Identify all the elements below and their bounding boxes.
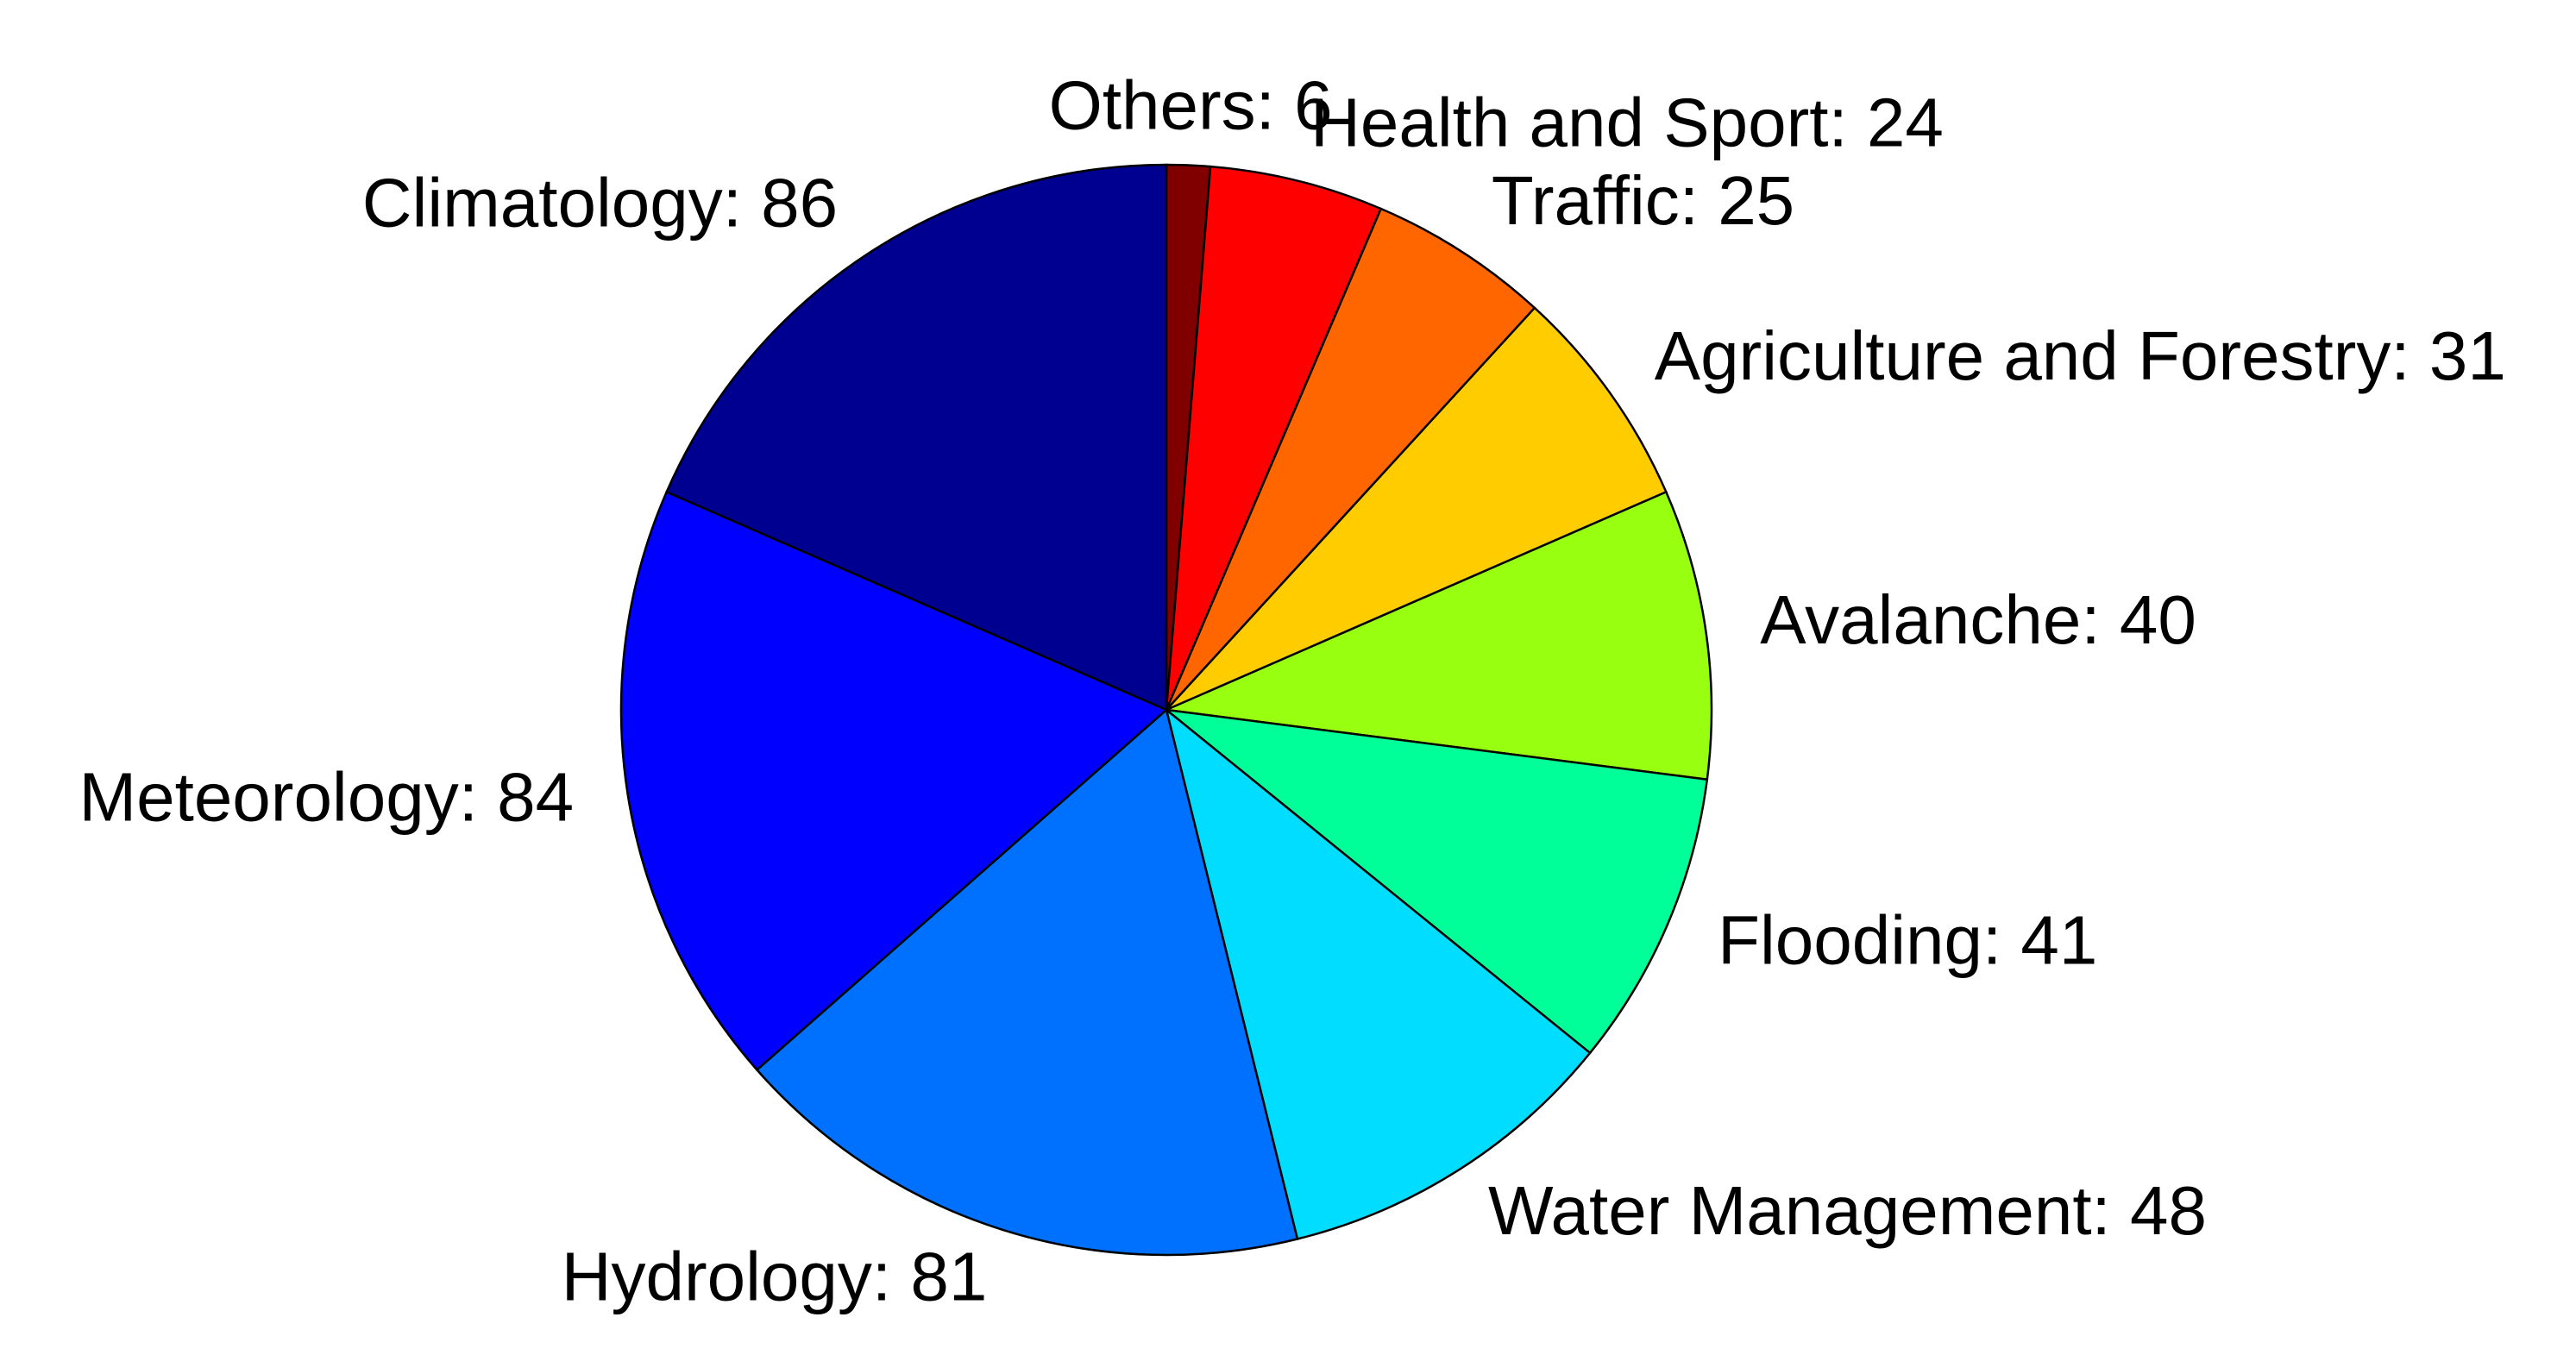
slice-label: Others: 6 — [1049, 66, 1333, 143]
slice-label: Agriculture and Forestry: 31 — [1655, 317, 2506, 394]
slice-label: Water Management: 48 — [1488, 1172, 2207, 1249]
slice — [619, 490, 1169, 1072]
slice — [1162, 490, 1713, 781]
slice-label: Traffic: 25 — [1492, 162, 1794, 239]
slice — [1164, 706, 1592, 1240]
slice-label: Avalanche: 40 — [1760, 581, 2196, 658]
slice-label: Climatology: 86 — [362, 165, 838, 242]
slice — [665, 163, 1168, 712]
slice — [755, 707, 1299, 1257]
slice-label: Health and Sport: 24 — [1310, 84, 1944, 160]
slice-label: Meteorology: 84 — [79, 758, 574, 835]
slice — [1165, 207, 1536, 711]
slice — [1165, 306, 1668, 712]
slice-label: Hydrology: 81 — [562, 1239, 988, 1315]
slice — [1165, 165, 1383, 711]
slice — [1162, 708, 1709, 1055]
slice-label: Flooding: 41 — [1718, 902, 2097, 979]
